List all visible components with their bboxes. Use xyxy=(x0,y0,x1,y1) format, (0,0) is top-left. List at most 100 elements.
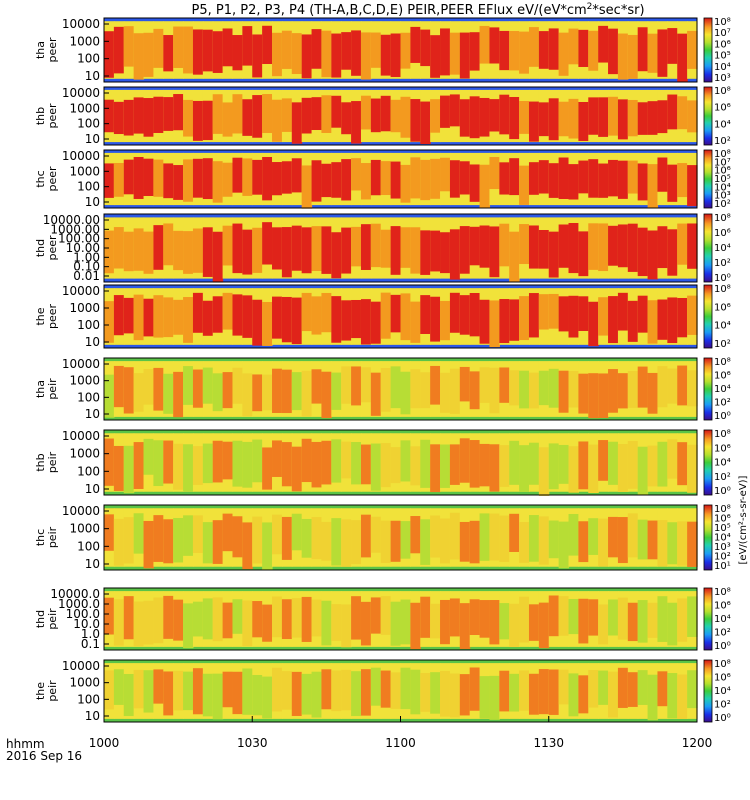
spectrogram-column-core xyxy=(370,301,382,344)
colorbar-tick-label: 10⁶ xyxy=(714,39,731,50)
spectrogram-column-core xyxy=(479,600,491,638)
spectrogram-column-core xyxy=(627,602,639,642)
spectrogram-column-core xyxy=(380,229,392,268)
colorbar-tick-label: 10⁶ xyxy=(714,228,731,239)
spectrogram-column-core xyxy=(291,671,303,716)
spectrogram-column-core xyxy=(578,101,589,142)
spectrogram-column-core xyxy=(558,596,570,636)
colorbar-tick-label: 10⁸ xyxy=(714,504,731,515)
spectrogram-column-core xyxy=(281,296,293,343)
spectrogram-column-core xyxy=(558,669,570,705)
spectrogram-column-core xyxy=(370,32,382,68)
spectrogram-column-core xyxy=(568,295,579,338)
spectrogram-column-core xyxy=(499,299,510,344)
spectrogram-column-core xyxy=(548,98,560,141)
panel-frame xyxy=(103,504,698,571)
spectrogram-column-core xyxy=(370,443,382,491)
spectrogram-column-core xyxy=(212,597,224,642)
spectrogram-column-core xyxy=(538,516,550,565)
spectrogram-column-core xyxy=(222,602,234,639)
spectrogram-column-core xyxy=(380,95,392,132)
spectrogram-column-core xyxy=(222,513,234,552)
spectrogram-column-core xyxy=(301,596,313,642)
spectrogram-column-core xyxy=(479,164,491,208)
spectrogram-column-core xyxy=(163,297,174,338)
spectrogram-column-core xyxy=(528,225,540,269)
spectrogram-column-core xyxy=(647,445,659,487)
spectrogram-column-core xyxy=(173,230,184,271)
x-tick-label: 1130 xyxy=(533,736,564,750)
panel-probe-label: thd xyxy=(34,239,47,257)
spectrogram-column-core xyxy=(202,598,214,640)
spectrogram-column-core xyxy=(627,300,639,342)
spectrogram-column-core xyxy=(232,94,243,134)
colorbar-tick-label: 10¹ xyxy=(714,561,731,572)
spectrogram-column-core xyxy=(360,95,372,130)
spectrogram-column-core xyxy=(252,159,263,195)
spectrogram-column-core xyxy=(143,158,155,197)
spectrogram-column-core xyxy=(163,440,174,484)
spectrogram-column-core xyxy=(598,440,609,481)
spectrogram-column-core xyxy=(163,373,174,414)
spectrogram-column-core xyxy=(627,513,639,558)
spectrogram-column-core xyxy=(113,518,125,566)
spectrogram-column-core xyxy=(637,446,649,495)
spectrogram-column-core xyxy=(469,371,481,410)
spectrogram-column-core xyxy=(558,370,570,413)
spectrogram-column-core xyxy=(301,292,313,332)
spectrogram-column-core xyxy=(430,158,441,199)
spectrogram-column-core xyxy=(272,596,283,638)
spectrogram-column-core xyxy=(183,515,194,556)
panel-frame xyxy=(103,284,698,349)
spectrogram-column-core xyxy=(390,226,402,275)
spectrogram-column-core xyxy=(341,227,352,274)
panel-thc-peir: 10000 1000 100 10 thc peir 10⁸10⁶10⁵10⁴10³10²1… xyxy=(34,504,731,572)
spectrogram-column-core xyxy=(272,99,283,142)
spectrogram-column-core xyxy=(400,293,411,341)
spectrogram-column-core xyxy=(430,672,441,714)
spectrogram-column-core xyxy=(123,99,135,136)
spectrogram-column-core xyxy=(291,598,303,638)
y-tick-label: 10 xyxy=(85,557,100,571)
spectrogram-column-core xyxy=(281,369,293,414)
spectrogram-column-core xyxy=(627,223,639,272)
spectrogram-column-core xyxy=(272,32,283,77)
spectrogram-column-core xyxy=(341,159,352,201)
spectrogram-column-core xyxy=(104,31,115,78)
spectrogram-column-core xyxy=(133,442,145,489)
spectrogram-column-core xyxy=(311,599,323,637)
spectrogram-column-core xyxy=(509,158,520,196)
spectrogram-column-core xyxy=(104,597,115,635)
spectrogram-column-core xyxy=(321,95,332,133)
spectrogram-column-core xyxy=(469,440,481,488)
colorbar xyxy=(703,429,713,496)
colorbar-tick-label: 10² xyxy=(714,258,731,269)
spectrogram-column-core xyxy=(637,227,649,277)
spectrogram-column-core xyxy=(509,231,520,283)
spectrogram-column-core xyxy=(380,670,392,708)
spectrogram-column-core xyxy=(469,96,481,139)
spectrogram-column-core xyxy=(390,161,402,199)
spectrogram-column-core xyxy=(588,444,599,494)
spectrogram-column-core xyxy=(578,296,589,331)
spectrogram-column-core xyxy=(341,441,352,479)
spectrogram-column-core xyxy=(104,301,115,343)
spectrogram-column-core xyxy=(430,444,441,493)
y-tick-label: 1.0 xyxy=(81,627,100,641)
spectrogram-column-core xyxy=(687,165,698,207)
spectrogram-column-core xyxy=(568,513,579,556)
colorbar-tick-label: 10⁷ xyxy=(714,157,731,168)
spectrogram-column-core xyxy=(617,597,629,640)
spectrogram-column-core xyxy=(509,513,520,552)
spectrogram-column-core xyxy=(133,601,145,647)
spectrogram-column-core xyxy=(489,367,500,414)
spectrogram-column-core xyxy=(133,669,145,709)
spectrogram-column-core xyxy=(449,160,461,198)
colorbar-tick-label: 10⁸ xyxy=(714,86,731,97)
spectrogram-column-core xyxy=(272,368,283,413)
spectrogram-column-core xyxy=(113,162,125,197)
y-tick-label: 10000.00 xyxy=(43,213,100,227)
spectrogram-column-core xyxy=(499,162,510,195)
spectrogram-column-core xyxy=(509,370,520,406)
